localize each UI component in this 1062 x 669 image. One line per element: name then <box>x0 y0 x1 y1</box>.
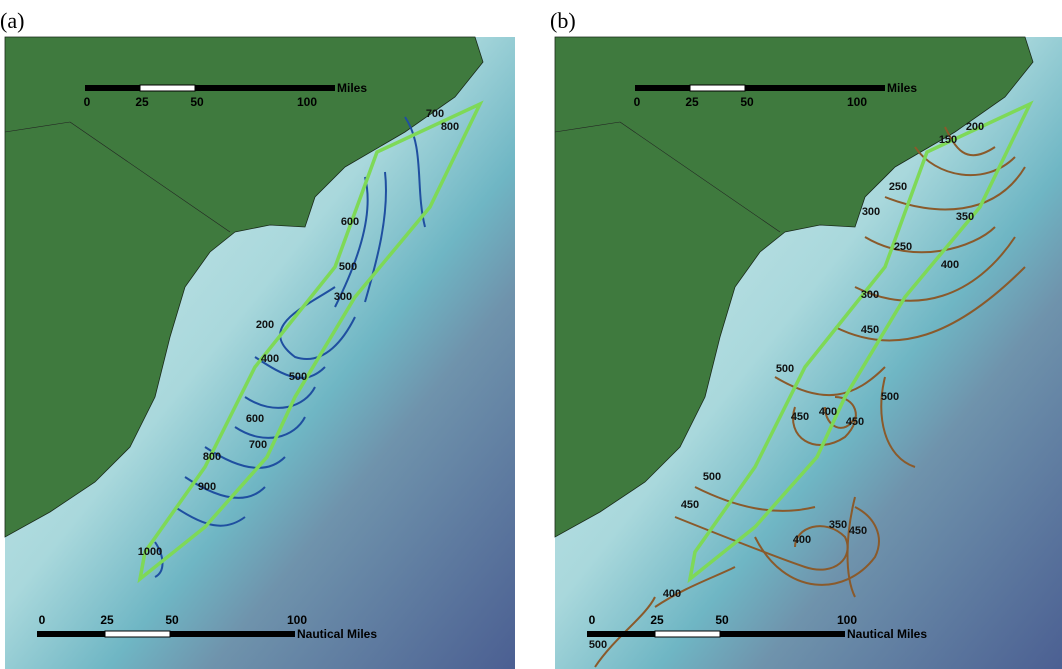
contour-label: 700 <box>249 439 267 451</box>
contour-label: 300 <box>861 289 879 301</box>
scale-bar <box>745 85 885 91</box>
contour-label: 450 <box>791 411 809 423</box>
contour-label: 250 <box>894 241 912 253</box>
scale-tick-label: 25 <box>135 95 149 109</box>
scale-tick-label: 50 <box>740 95 754 109</box>
contour-label: 400 <box>663 588 681 600</box>
scale-tick-label: 0 <box>634 95 641 109</box>
contour-label: 500 <box>289 371 307 383</box>
scale-tick-label: 50 <box>190 95 204 109</box>
scale-bar <box>635 85 690 91</box>
map-panel: 7008006005003002004005006007008009001000… <box>5 37 515 669</box>
scale-bar <box>655 631 720 637</box>
scale-bar <box>690 85 745 91</box>
contour-label: 400 <box>941 259 959 271</box>
scale-bar <box>587 631 655 637</box>
scale-tick-label: 25 <box>100 613 114 627</box>
contour-label: 500 <box>776 363 794 375</box>
contour-label: 600 <box>246 413 264 425</box>
contour-label: 450 <box>681 499 699 511</box>
contour-label: 800 <box>441 121 459 133</box>
scale-tick-label: 0 <box>589 613 596 627</box>
scale-bar <box>720 631 845 637</box>
contour-label: 450 <box>861 324 879 336</box>
contour-label: 200 <box>966 121 984 133</box>
scale-tick-label: 0 <box>39 613 46 627</box>
panel-label: (a) <box>0 8 24 33</box>
scale-bar <box>37 631 105 637</box>
scale-tick-label: 0 <box>84 95 91 109</box>
panel-label: (b) <box>550 8 576 33</box>
contour-label: 250 <box>889 181 907 193</box>
scale-tick-label: 50 <box>165 613 179 627</box>
contour-label: 300 <box>334 291 352 303</box>
contour-label: 600 <box>341 216 359 228</box>
scale-tick-label: 100 <box>847 95 867 109</box>
contour-label: 350 <box>956 211 974 223</box>
scale-tick-label: 100 <box>287 613 307 627</box>
contour-label: 150 <box>939 134 957 146</box>
contour-label: 500 <box>703 471 721 483</box>
contour-label: 400 <box>261 353 279 365</box>
scale-unit: Miles <box>337 81 367 95</box>
contour-label: 450 <box>849 525 867 537</box>
scale-bar <box>195 85 335 91</box>
contour-label: 300 <box>862 206 880 218</box>
contour-label: 400 <box>819 406 837 418</box>
contour-label: 500 <box>881 391 899 403</box>
scale-unit: Miles <box>887 81 917 95</box>
figure: (a)7008006005003002004005006007008009001… <box>0 0 1062 669</box>
scale-bar <box>85 85 140 91</box>
contour-label: 350 <box>829 519 847 531</box>
contour-label: 500 <box>339 261 357 273</box>
scale-unit: Nautical Miles <box>297 627 377 641</box>
contour-label: 450 <box>846 416 864 428</box>
scale-bar <box>105 631 170 637</box>
scale-unit: Nautical Miles <box>847 627 927 641</box>
contour-label: 500 <box>589 639 607 651</box>
contour-label: 200 <box>256 319 274 331</box>
scale-bar <box>140 85 195 91</box>
scale-tick-label: 50 <box>715 613 729 627</box>
scale-tick-label: 25 <box>650 613 664 627</box>
contour-label: 900 <box>198 481 216 493</box>
contour-label: 1000 <box>138 546 162 558</box>
contour-label: 400 <box>793 534 811 546</box>
contour-label: 800 <box>203 451 221 463</box>
contour-label: 700 <box>426 108 444 120</box>
scale-tick-label: 100 <box>837 613 857 627</box>
scale-bar <box>170 631 295 637</box>
scale-tick-label: 25 <box>685 95 699 109</box>
scale-tick-label: 100 <box>297 95 317 109</box>
